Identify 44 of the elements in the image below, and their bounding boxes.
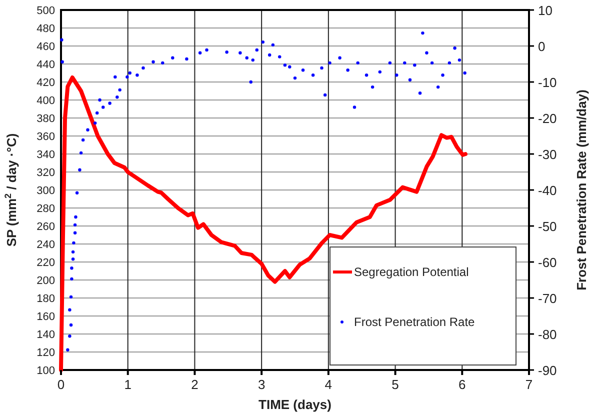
y-tick-label: 360 [36, 131, 55, 143]
y-tick-label: 160 [36, 311, 55, 323]
y-tick-label: 380 [36, 113, 55, 125]
y2-tick-label: -50 [538, 219, 557, 234]
y-tick-label: 300 [36, 185, 55, 197]
x-tick-label: 7 [525, 377, 533, 392]
x-tick-label: 3 [258, 377, 266, 392]
y-tick-label: 460 [36, 41, 55, 53]
y2-tick-label: -60 [538, 255, 557, 270]
y-tick-label: 420 [36, 77, 55, 89]
x-tick-label: 0 [57, 377, 65, 392]
x-tick-label: 2 [191, 377, 198, 392]
y2-tick-label: -90 [538, 363, 557, 378]
y-tick-label: 140 [36, 329, 55, 341]
y2-tick-label: -70 [538, 291, 557, 306]
x-axis-title: TIME (days) [258, 397, 332, 412]
y2-tick-label: -30 [538, 147, 557, 162]
x-tick-label: 6 [458, 377, 466, 392]
y-tick-label: 400 [36, 95, 55, 107]
y-tick-label: 200 [36, 275, 55, 287]
y-tick-label: 340 [36, 149, 55, 161]
y-tick-label: 120 [36, 347, 55, 359]
y-tick-label: 260 [36, 221, 55, 233]
y-tick-label: 220 [36, 257, 55, 269]
y-tick-label: 100 [36, 365, 55, 377]
y2-tick-label: -20 [538, 111, 557, 126]
y-tick-label: 280 [36, 203, 55, 215]
legend-label: Segregation Potential [354, 265, 469, 279]
x-tick-label: 4 [324, 377, 332, 392]
x-tick-label: 5 [392, 377, 399, 392]
y-tick-label: 320 [36, 167, 55, 179]
y-tick-label: 480 [36, 23, 55, 35]
y-tick-label: 240 [36, 239, 55, 251]
x-tick-label: 1 [124, 377, 132, 392]
legend-label: Frost Penetration Rate [354, 315, 476, 329]
y2-tick-label: 0 [538, 39, 546, 54]
y-tick-label: 500 [36, 5, 55, 17]
y-tick-label: 180 [36, 293, 55, 305]
y2-tick-label: -80 [538, 327, 557, 342]
y-tick-label: 440 [36, 59, 55, 71]
y2-tick-label: -10 [538, 75, 557, 90]
y2-tick-label: -40 [538, 183, 557, 198]
y2-tick-label: 10 [538, 3, 552, 18]
y2-axis-title: Frost Penetration Rate (mm/day) [574, 90, 589, 290]
